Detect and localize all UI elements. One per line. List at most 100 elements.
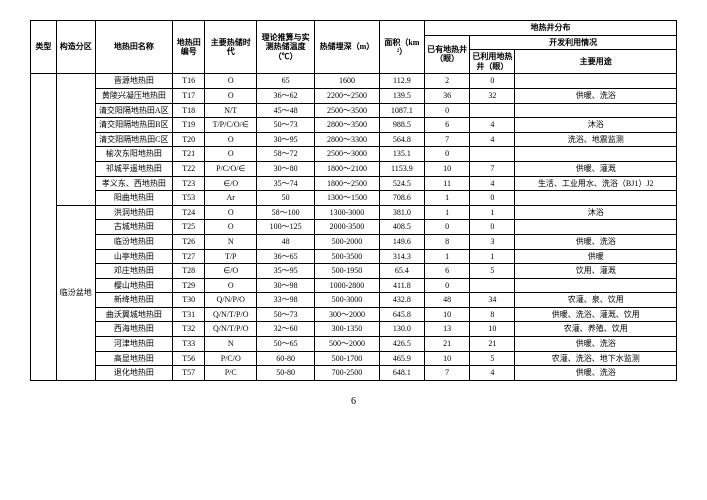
- cell-code: T56: [173, 351, 205, 366]
- cell-existing: 13: [425, 322, 470, 337]
- cell-code: T32: [173, 322, 205, 337]
- table-row: 河津地热田T33N50～65500～2000426.52121供暖、洗浴: [31, 337, 677, 352]
- table-row: 黄陵兴凝压地热田T17O36～622200～2500139.53632供暖、洗浴: [31, 88, 677, 103]
- cell-era: N/T: [205, 103, 257, 118]
- cell-purpose: 供暖、洗浴: [515, 88, 677, 103]
- table-row: 孝义东、西地热田T23∈/O35～741800～2500524.5114生活、工…: [31, 176, 677, 191]
- cell-used: 4: [470, 176, 515, 191]
- table-row: 清交阳隔地热田B区T19T/P/C/O/∈50～732800～3500988.5…: [31, 118, 677, 133]
- th-area: 面积（km²）: [379, 21, 424, 74]
- cell-code: T24: [173, 205, 205, 220]
- cell-temp: 58～72: [257, 147, 315, 162]
- cell-depth: 1800～2100: [315, 161, 380, 176]
- cell-area: 314.3: [379, 249, 424, 264]
- cell-name: 退化地热田: [95, 366, 173, 381]
- cell-depth: 2800～3500: [315, 118, 380, 133]
- cell-existing: 21: [425, 337, 470, 352]
- cell-era: ∈/O: [205, 176, 257, 191]
- cell-era: O: [205, 88, 257, 103]
- th-type: 类型: [31, 21, 57, 74]
- th-dist: 地热井分布: [425, 21, 677, 36]
- cell-code: T23: [173, 176, 205, 191]
- table-row: 阳曲地热田T53Ar501300～1500708.610: [31, 191, 677, 206]
- cell-used: 21: [470, 337, 515, 352]
- th-purpose: 主要用途: [515, 50, 677, 74]
- cell-depth: 500-2000: [315, 234, 380, 249]
- cell-area: 139.5: [379, 88, 424, 103]
- cell-temp: 50～73: [257, 118, 315, 133]
- th-code: 地热田编号: [173, 21, 205, 74]
- cell-existing: 0: [425, 278, 470, 293]
- table-row: 曲沃翼城地热田T31Q/N/T/P/O50～73300～2000645.8108…: [31, 307, 677, 322]
- cell-temp: 48: [257, 234, 315, 249]
- cell-temp: 58～100: [257, 205, 315, 220]
- cell-temp: 100～125: [257, 220, 315, 235]
- cell-used: [470, 103, 515, 118]
- cell-era: T/P: [205, 249, 257, 264]
- cell-name: 阳曲地热田: [95, 191, 173, 206]
- cell-temp: 60-80: [257, 351, 315, 366]
- cell-code: T19: [173, 118, 205, 133]
- cell-existing: 1: [425, 249, 470, 264]
- cell-existing: 48: [425, 293, 470, 308]
- cell-name: 邓庄地热田: [95, 264, 173, 279]
- cell-name: 黄陵兴凝压地热田: [95, 88, 173, 103]
- th-name: 地热田名称: [95, 21, 173, 74]
- cell-used: 34: [470, 293, 515, 308]
- table-row: 邓庄地热田T28∈/O35～95500-195065.465饮用、灌溉: [31, 264, 677, 279]
- cell-temp: 36～65: [257, 249, 315, 264]
- cell-name: 洪洞地热田: [95, 205, 173, 220]
- cell-purpose: 农灌、泉、饮用: [515, 293, 677, 308]
- cell-area: 432.8: [379, 293, 424, 308]
- cell-purpose: 农灌、洗浴、地下水监测: [515, 351, 677, 366]
- cell-name: 曲沃翼城地热田: [95, 307, 173, 322]
- cell-purpose: [515, 191, 677, 206]
- cell-depth: 300-1350: [315, 322, 380, 337]
- th-dev: 开发利用情况: [470, 35, 677, 50]
- th-temp: 理论推算与实测热储温度（℃）: [257, 21, 315, 74]
- cell-used: 7: [470, 161, 515, 176]
- cell-code: T27: [173, 249, 205, 264]
- cell-temp: 50: [257, 191, 315, 206]
- cell-purpose: 供暖、灌溉: [515, 161, 677, 176]
- cell-area: 149.6: [379, 234, 424, 249]
- cell-area: 426.5: [379, 337, 424, 352]
- cell-type: [31, 74, 57, 380]
- cell-era: O: [205, 74, 257, 89]
- cell-existing: 36: [425, 88, 470, 103]
- cell-temp: 45～48: [257, 103, 315, 118]
- cell-depth: 300～2000: [315, 307, 380, 322]
- cell-era: O: [205, 132, 257, 147]
- cell-used: 1: [470, 249, 515, 264]
- cell-used: 0: [470, 191, 515, 206]
- cell-zone: 临汾盆地: [56, 205, 95, 380]
- cell-existing: 8: [425, 234, 470, 249]
- cell-name: 榆次东阳地热田: [95, 147, 173, 162]
- cell-name: 孝义东、西地热田: [95, 176, 173, 191]
- cell-era: Q/N/T/P/O: [205, 307, 257, 322]
- cell-used: 1: [470, 205, 515, 220]
- cell-temp: 30～95: [257, 132, 315, 147]
- cell-purpose: 供暖、洗浴: [515, 337, 677, 352]
- cell-purpose: [515, 220, 677, 235]
- cell-era: N: [205, 234, 257, 249]
- table-row: 高显地热田T56P/C/O60-80500-1700465.9105农灌、洗浴、…: [31, 351, 677, 366]
- cell-code: T22: [173, 161, 205, 176]
- table-row: 樱山地热田T29O30～981000-2800411.80: [31, 278, 677, 293]
- cell-area: 708.6: [379, 191, 424, 206]
- cell-temp: 30～98: [257, 278, 315, 293]
- cell-depth: 1000-2800: [315, 278, 380, 293]
- cell-zone: [56, 74, 95, 205]
- table-row: 临汾盆地洪洞地热田T24O58～1001300-3000381.011沐浴: [31, 205, 677, 220]
- cell-existing: 0: [425, 220, 470, 235]
- cell-used: 4: [470, 118, 515, 133]
- cell-name: 临汾地热田: [95, 234, 173, 249]
- cell-code: T28: [173, 264, 205, 279]
- cell-code: T57: [173, 366, 205, 381]
- cell-existing: 7: [425, 132, 470, 147]
- cell-depth: 500-1950: [315, 264, 380, 279]
- cell-depth: 500-3500: [315, 249, 380, 264]
- cell-area: 381.0: [379, 205, 424, 220]
- cell-temp: 30～80: [257, 161, 315, 176]
- cell-existing: 1: [425, 191, 470, 206]
